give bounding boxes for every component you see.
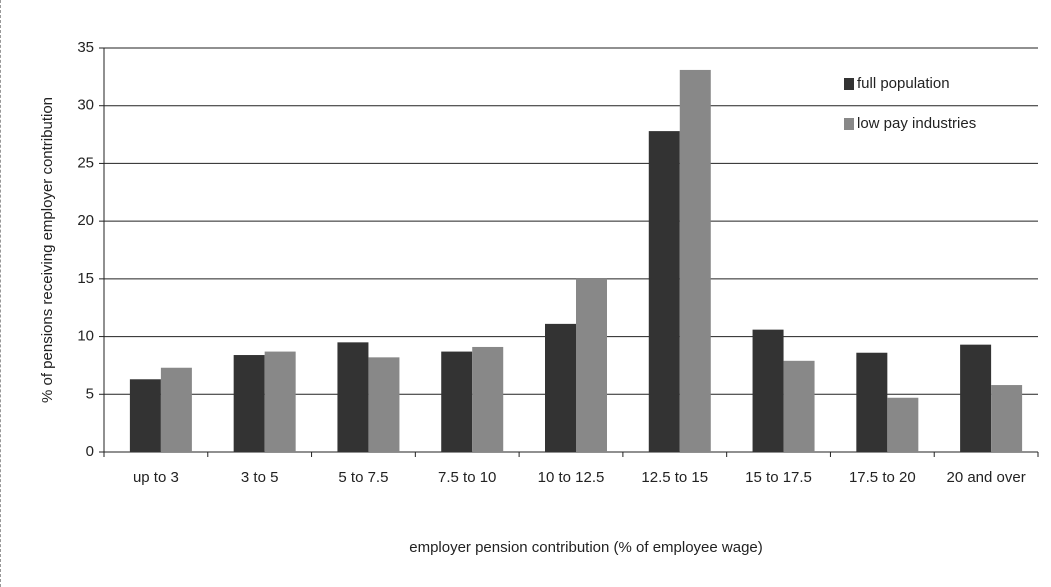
bar (887, 397, 919, 452)
y-tick-label: 10 (77, 328, 94, 345)
bar (472, 346, 504, 452)
x-tick-label: 20 and over (946, 469, 1026, 486)
x-tick-label: 3 to 5 (240, 469, 279, 486)
bar (368, 357, 400, 452)
bar (233, 355, 265, 452)
legend-swatch (844, 78, 854, 90)
y-tick-label: 5 (86, 385, 94, 402)
bar (752, 329, 784, 452)
bar (960, 344, 992, 452)
y-tick-label: 35 (77, 39, 94, 56)
legend-swatch (844, 118, 854, 130)
y-tick-label: 20 (77, 212, 94, 229)
bar (545, 323, 576, 452)
x-tick-label: 15 to 17.5 (745, 469, 812, 486)
x-axis-title: employer pension contribution (% of empl… (409, 539, 763, 556)
bar (337, 342, 369, 452)
legend-label: full population (857, 75, 950, 92)
y-tick-label: 25 (77, 154, 94, 171)
x-tick-label: 5 to 7.5 (338, 469, 389, 486)
bar (679, 69, 711, 452)
bar (648, 131, 680, 452)
bar (783, 360, 815, 452)
x-tick-label: 7.5 to 10 (438, 469, 497, 486)
y-tick-label: 0 (86, 443, 94, 460)
x-tick-label: 17.5 to 20 (848, 469, 916, 486)
x-tick-label: 10 to 12.5 (537, 469, 605, 486)
bar (160, 367, 192, 452)
bar (856, 352, 888, 452)
x-tick-label: 12.5 to 15 (641, 469, 709, 486)
bar (441, 351, 473, 452)
legend-label: low pay industries (857, 115, 976, 132)
y-tick-label: 30 (77, 97, 94, 114)
bar (576, 278, 607, 452)
x-tick-label: up to 3 (132, 469, 179, 486)
bar (129, 379, 161, 452)
y-tick-label: 15 (77, 270, 94, 287)
bar (991, 385, 1023, 452)
y-axis-title: % of pensions receiving employer contrib… (39, 97, 56, 403)
bar (264, 351, 296, 452)
